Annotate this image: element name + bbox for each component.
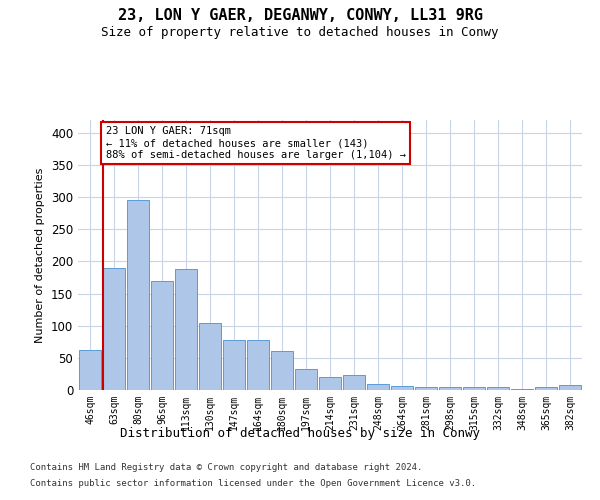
Bar [127,200,149,390]
Bar [535,387,557,390]
Y-axis label: Number of detached properties: Number of detached properties [35,168,46,342]
Bar [271,351,293,390]
Text: 23, LON Y GAER, DEGANWY, CONWY, LL31 9RG: 23, LON Y GAER, DEGANWY, CONWY, LL31 9RG [118,8,482,22]
Text: Distribution of detached houses by size in Conwy: Distribution of detached houses by size … [120,428,480,440]
Bar [463,388,485,390]
Bar [391,386,413,390]
Text: 23 LON Y GAER: 71sqm
← 11% of detached houses are smaller (143)
88% of semi-deta: 23 LON Y GAER: 71sqm ← 11% of detached h… [106,126,406,160]
Bar [151,280,173,390]
Bar [295,369,317,390]
Bar [103,268,125,390]
Text: Contains HM Land Registry data © Crown copyright and database right 2024.: Contains HM Land Registry data © Crown c… [30,464,422,472]
Bar [175,269,197,390]
Bar [511,388,533,390]
Bar [559,385,581,390]
Bar [247,340,269,390]
Bar [487,388,509,390]
Bar [415,387,437,390]
Bar [319,376,341,390]
Text: Size of property relative to detached houses in Conwy: Size of property relative to detached ho… [101,26,499,39]
Bar [343,375,365,390]
Bar [367,384,389,390]
Text: Contains public sector information licensed under the Open Government Licence v3: Contains public sector information licen… [30,478,476,488]
Bar [439,388,461,390]
Bar [79,350,101,390]
Bar [199,323,221,390]
Bar [223,340,245,390]
